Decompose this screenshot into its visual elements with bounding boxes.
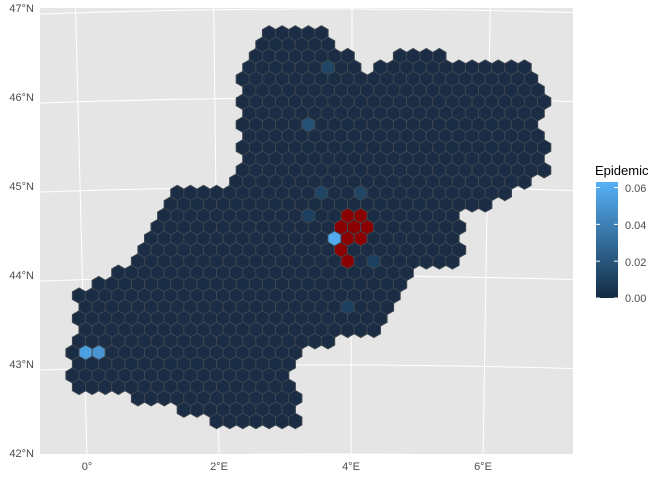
- lat-label-43: 43°N: [9, 359, 34, 371]
- legend-title: Epidemic: [595, 163, 649, 178]
- hex-cell: [366, 321, 381, 339]
- parallel-42: [237, 453, 426, 454]
- hex-cell: [288, 412, 303, 430]
- hex-cell: [130, 389, 146, 407]
- hex-cell: [248, 412, 264, 430]
- hex-cells-layer: [65, 25, 552, 430]
- hex-cell: [261, 412, 277, 430]
- latitude-axis: 47°N 46°N 45°N 44°N 43°N 42°N: [9, 3, 34, 460]
- lat-label-42: 42°N: [9, 448, 34, 460]
- hex-cell: [222, 412, 237, 430]
- hex-cell: [98, 378, 113, 396]
- parallel-47: [40, 8, 573, 15]
- legend-ticks: [596, 187, 618, 299]
- hex-cell: [464, 196, 480, 213]
- lon-label-6e: 6°E: [474, 461, 492, 473]
- lat-label-45: 45°N: [9, 181, 34, 193]
- lat-label-46: 46°N: [9, 92, 34, 104]
- hex-cell: [432, 253, 447, 270]
- hex-cell: [85, 378, 100, 396]
- hex-cell: [209, 412, 224, 430]
- hex-cell: [517, 173, 532, 190]
- hex-cell: [497, 184, 512, 202]
- lon-label-0: 0°: [82, 461, 93, 473]
- legend-label-004: 0.04: [625, 220, 646, 232]
- hex-cell: [537, 161, 552, 179]
- hex-cell: [353, 321, 368, 339]
- hex-cell: [157, 389, 172, 407]
- legend-colorbar: [596, 182, 618, 298]
- lon-label-4e: 4°E: [342, 461, 360, 473]
- hex-cell: [235, 412, 250, 430]
- legend-label-006: 0.06: [625, 183, 646, 195]
- hex-cell: [445, 253, 460, 270]
- hex-cell: [340, 321, 355, 339]
- hex-cell: [144, 389, 159, 407]
- hex-cell: [275, 412, 290, 430]
- lon-label-2e: 2°E: [210, 461, 228, 473]
- hex-cell: [307, 332, 323, 350]
- hex-cell: [71, 378, 87, 396]
- legend-label-000: 0.00: [625, 293, 646, 305]
- hex-cell: [320, 332, 336, 350]
- legend: Epidemic 0.06 0.04 0.02 0.00: [595, 163, 649, 305]
- longitude-axis: 0° 2°E 4°E 6°E: [82, 461, 492, 473]
- hex-cell: [111, 378, 126, 396]
- hex-cell: [189, 401, 205, 418]
- hex-cell: [176, 401, 192, 418]
- legend-label-002: 0.02: [625, 257, 646, 269]
- hex-cell: [478, 196, 493, 213]
- lat-label-47: 47°N: [9, 3, 34, 15]
- hex-cell: [419, 253, 434, 270]
- lat-label-44: 44°N: [9, 270, 34, 282]
